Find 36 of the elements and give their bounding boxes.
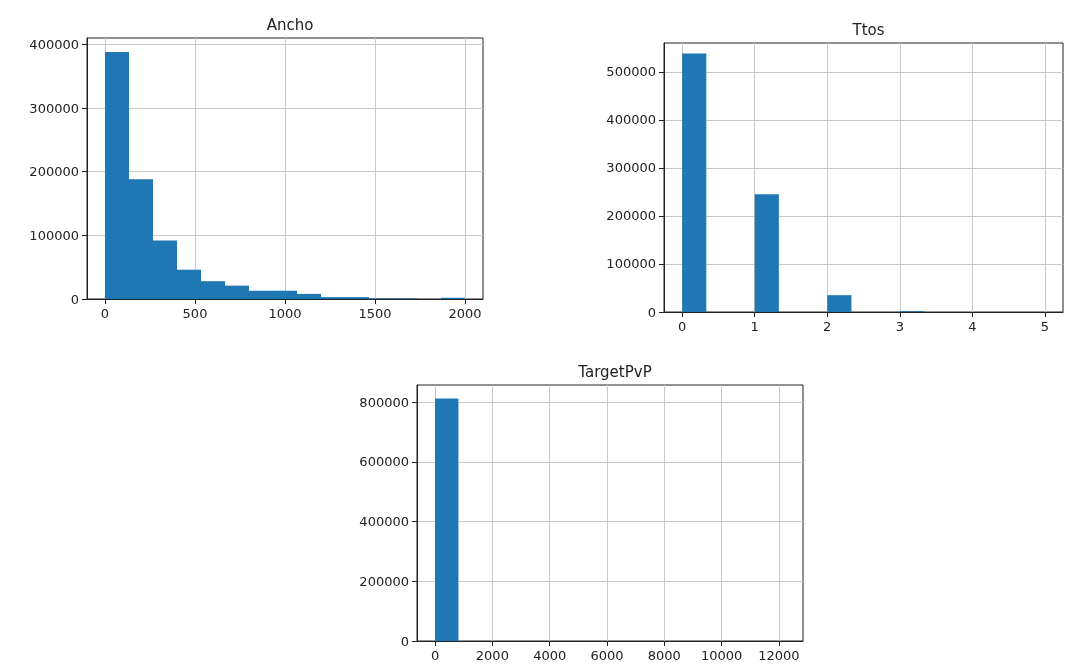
x-tick-label: 2000: [448, 306, 482, 321]
y-tick-label: 0: [400, 633, 409, 649]
y-tick-label: 300000: [606, 160, 656, 176]
x-tick-label: 8000: [647, 648, 681, 663]
x-tick-label: 1000: [268, 306, 302, 321]
y-tick-label: 400000: [29, 36, 79, 52]
y-tick-label: 400000: [606, 112, 656, 128]
y-tick-label: 800000: [359, 394, 409, 410]
y-tick-label: 200000: [359, 573, 409, 589]
x-tick-label: 0: [678, 319, 687, 334]
chart-title: TargetPvP: [577, 362, 652, 381]
y-tick-label: 300000: [29, 100, 79, 116]
x-tick-label: 5: [1040, 319, 1049, 334]
y-tick-label: 100000: [606, 256, 656, 272]
y-tick-label: 200000: [29, 164, 79, 180]
x-tick-label: 6000: [590, 648, 624, 663]
x-tick-label: 12000: [758, 648, 800, 663]
x-tick-label: 0: [100, 306, 110, 321]
x-tick-label: 10000: [700, 648, 743, 663]
x-tick-label: 3: [895, 319, 904, 334]
y-tick-label: 500000: [606, 64, 656, 80]
chart-title: Ttos: [851, 20, 885, 39]
x-tick-label: 2: [823, 319, 832, 334]
y-tick-label: 600000: [359, 454, 409, 470]
x-tick-label: 1: [750, 319, 759, 334]
x-tick-label: 4000: [533, 648, 567, 663]
y-tick-label: 200000: [606, 208, 656, 224]
x-tick-label: 4: [968, 319, 977, 334]
x-tick-label: 2000: [475, 648, 509, 663]
x-tick-label: 0: [430, 648, 440, 663]
y-tick-label: 400000: [359, 514, 409, 530]
y-tick-label: 0: [70, 291, 79, 307]
x-tick-label: 500: [182, 306, 208, 321]
x-tick-label: 1500: [358, 306, 392, 321]
chart-title: Ancho: [266, 15, 314, 34]
y-tick-label: 100000: [29, 227, 79, 243]
